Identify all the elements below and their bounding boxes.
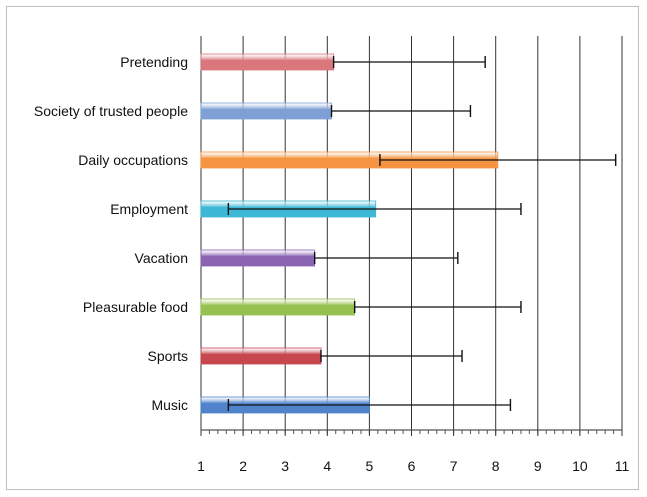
gridlines xyxy=(200,36,623,430)
x-tick-label: 8 xyxy=(492,458,500,474)
category-label: Sports xyxy=(148,348,188,364)
category-label: Pretending xyxy=(120,54,188,70)
category-label: Vacation xyxy=(135,250,188,266)
x-tick-label: 4 xyxy=(323,458,331,474)
category-label: Daily occupations xyxy=(78,152,188,168)
x-tick-label: 1 xyxy=(197,458,205,474)
bar xyxy=(200,53,335,71)
bar xyxy=(200,249,316,267)
category-label: Employment xyxy=(110,201,188,217)
x-tick-label: 3 xyxy=(281,458,289,474)
x-tick-label: 2 xyxy=(239,458,247,474)
error-bars xyxy=(227,56,617,411)
x-tick-label: 7 xyxy=(450,458,458,474)
bar xyxy=(200,102,332,120)
x-tick-label: 11 xyxy=(615,458,630,474)
x-axis: 1 2 3 4 5 6 7 8 9 10 11 xyxy=(197,429,630,474)
x-tick-label: 6 xyxy=(408,458,416,474)
category-label: Society of trusted people xyxy=(34,103,188,119)
x-tick-label: 10 xyxy=(572,458,588,474)
bar xyxy=(200,298,356,316)
bar xyxy=(200,347,322,365)
x-tick-label: 5 xyxy=(366,458,374,474)
category-label: Pleasurable food xyxy=(83,299,188,315)
category-label: Music xyxy=(151,397,188,413)
x-tick-label: 9 xyxy=(534,458,542,474)
category-labels: Pretending Society of trusted people Daily… xyxy=(34,54,188,413)
